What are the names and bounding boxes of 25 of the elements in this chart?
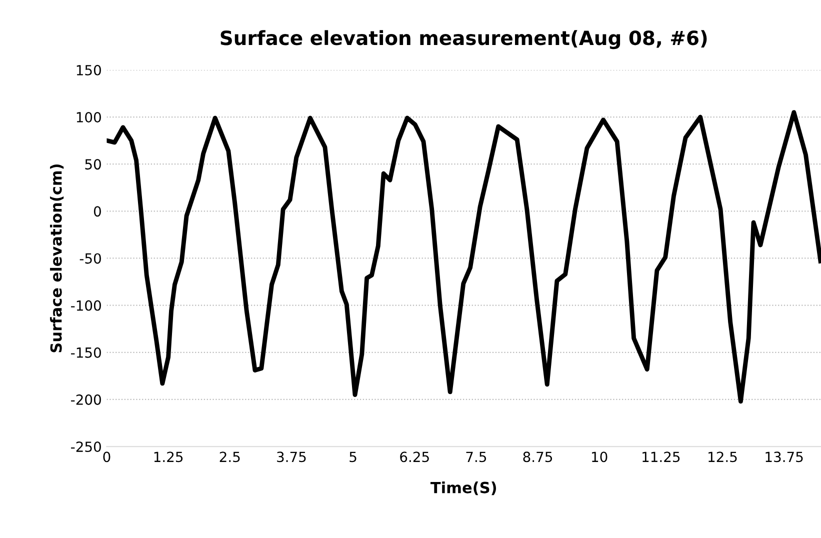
y-tick-label: 150 — [76, 64, 101, 76]
x-tick-label: 2.5 — [220, 452, 240, 462]
x-tick-label: 1.25 — [154, 452, 183, 462]
x-tick-label: 3.75 — [277, 452, 306, 462]
y-tick-label: 50 — [85, 159, 101, 170]
x-tick-label: 11.25 — [642, 452, 680, 462]
x-tick-label: 8.75 — [523, 452, 552, 462]
chart-title: Surface elevation measurement(Aug 08, #6) — [220, 30, 707, 50]
y-tick-label: -100 — [71, 300, 101, 311]
y-tick-label: -150 — [71, 347, 101, 358]
y-tick-label: 100 — [76, 112, 101, 122]
x-tick-label: 6.25 — [400, 452, 429, 462]
y-tick-label: -50 — [80, 253, 101, 264]
x-tick-label: 13.75 — [766, 452, 803, 462]
x-tick-label: 5 — [350, 452, 356, 462]
x-tick-label: 10 — [592, 452, 608, 462]
y-axis-title: Surface elevation(cm) — [50, 164, 64, 352]
y-tick-label: -250 — [71, 442, 101, 452]
line-series — [106, 110, 821, 404]
x-tick-label: 7.5 — [466, 452, 486, 462]
y-tick-label: -200 — [71, 394, 101, 405]
x-tick-label: 0 — [103, 452, 110, 462]
x-axis-title: Time(S) — [430, 482, 496, 496]
y-tick-label: 0 — [94, 206, 101, 217]
x-tick-label: 12.5 — [708, 452, 737, 462]
